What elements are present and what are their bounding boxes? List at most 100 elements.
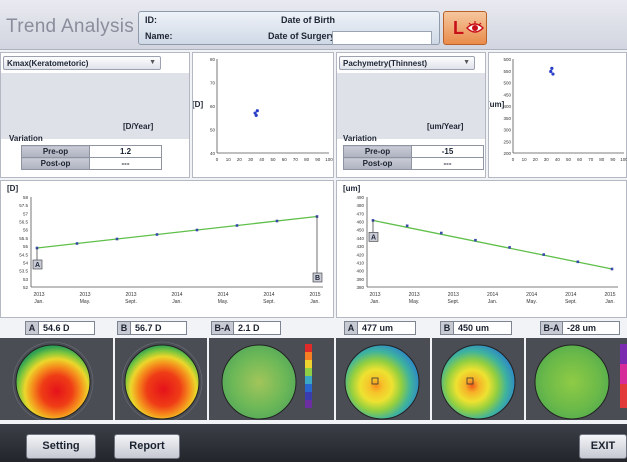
- axis-unit-label: [D]: [7, 184, 18, 193]
- row-value: ---: [89, 157, 162, 170]
- x-tick-year: 2014: [565, 292, 576, 298]
- table-row: Post-op ---: [21, 157, 162, 170]
- row-value: -15: [411, 145, 484, 158]
- chevron-down-icon: ▼: [149, 59, 156, 66]
- value-tag: A: [345, 322, 358, 334]
- scatter-point: [255, 109, 259, 113]
- y-tick-label: 550: [503, 69, 511, 74]
- y-tick-label: 480: [356, 203, 364, 208]
- y-tick-label: 50: [210, 128, 216, 133]
- marker-a-box: [368, 232, 379, 242]
- x-tick-label: 10: [522, 157, 528, 162]
- footer-bar: [0, 424, 627, 462]
- kmax-scatter-panel: [D] 80 70 60 50 40 0 10 20 30 40 50 60 70 80 90 100: [192, 52, 334, 178]
- kmax-difference-map[interactable]: [209, 338, 334, 420]
- report-button[interactable]: Report: [114, 434, 180, 459]
- y-tick-label: 400: [503, 104, 511, 109]
- x-tick-label: 90: [315, 157, 321, 162]
- axis-unit-label: [um]: [489, 100, 505, 109]
- row-label: Post-op: [343, 157, 412, 170]
- dropdown-label-right: Pachymetry(Thinnest): [343, 59, 428, 68]
- pachymetry-map-a[interactable]: [336, 338, 430, 420]
- data-point: [405, 224, 409, 228]
- pachymetry-difference-map[interactable]: [526, 338, 627, 420]
- value-text: 2.1 D: [238, 323, 260, 333]
- variation-table-right: Pre-op -15 Post-op ---: [343, 145, 484, 170]
- x-tick-label: 50: [270, 157, 276, 162]
- x-tick-year: 2014: [526, 292, 537, 298]
- y-tick-label: 350: [503, 116, 511, 121]
- x-tick-month: May.: [409, 299, 419, 305]
- x-tick-year: 2013: [369, 292, 380, 298]
- setting-button[interactable]: Setting: [26, 434, 96, 459]
- x-tick-month: Sept.: [565, 299, 577, 305]
- x-tick-year: 2013: [409, 292, 420, 298]
- kmax-trend-chart: [D] 58 57.5 57 56.5 56 55.5 55 54.5 54 53.5 53 52 201…: [7, 184, 323, 305]
- kmax-map-b[interactable]: [115, 338, 207, 420]
- parameter-dropdown-right[interactable]: Pachymetry(Thinnest) ▼: [339, 56, 475, 70]
- x-tick-month: May.: [80, 299, 90, 305]
- data-point: [35, 246, 39, 250]
- x-tick-label: 50: [566, 157, 572, 162]
- y-tick-label: 60: [210, 104, 216, 109]
- x-tick-label: 100: [325, 157, 333, 162]
- x-tick-year: 2014: [217, 292, 228, 298]
- y-tick-label: 380: [356, 285, 364, 290]
- trend-line: [372, 219, 613, 270]
- x-tick-year: 2013: [448, 292, 459, 298]
- x-tick-month: May.: [526, 299, 536, 305]
- date-of-surgery-field[interactable]: [332, 31, 432, 45]
- x-tick-year: 2014: [263, 292, 274, 298]
- parameter-dropdown-left[interactable]: Kmax(Keratometoric) ▼: [3, 56, 161, 70]
- marker-b-box: [312, 272, 323, 283]
- data-point: [610, 267, 614, 271]
- marker-b-label: B: [315, 275, 320, 282]
- data-point: [474, 238, 477, 242]
- x-tick-year: 2013: [79, 292, 90, 298]
- chevron-down-icon: ▼: [463, 59, 470, 66]
- pachy-diff-value: B-A -28 um: [540, 321, 620, 335]
- exit-button[interactable]: EXIT: [579, 434, 627, 459]
- value-text: 54.6 D: [43, 323, 70, 333]
- data-point: [195, 228, 199, 232]
- axis-unit-label: [um]: [343, 184, 361, 193]
- trend-line: [36, 215, 318, 249]
- y-tick-label: 430: [356, 244, 364, 249]
- variation-title-left: Variation: [9, 134, 43, 143]
- y-tick-label: 420: [356, 252, 364, 257]
- y-tick-label: 390: [356, 277, 364, 282]
- kmax-diff-value: B-A 2.1 D: [211, 321, 281, 335]
- x-tick-label: 60: [282, 157, 288, 162]
- kmax-map-a[interactable]: [0, 338, 113, 420]
- x-tick-label: 70: [588, 157, 594, 162]
- x-tick-month: Jan.: [172, 299, 181, 305]
- x-tick-year: 2013: [125, 292, 136, 298]
- data-point: [576, 260, 580, 264]
- x-tick-month: Jan.: [605, 299, 614, 305]
- pachymetry-map-b[interactable]: [432, 338, 524, 420]
- x-tick-year: 2013: [33, 292, 44, 298]
- row-label: Post-op: [21, 157, 90, 170]
- x-tick-year: 2014: [487, 292, 498, 298]
- x-tick-label: 80: [304, 157, 310, 162]
- x-tick-month: Jan.: [488, 299, 497, 305]
- x-tick-month: May.: [218, 299, 228, 305]
- axis-unit-label: [D]: [193, 100, 203, 109]
- y-tick-label: 70: [210, 81, 216, 86]
- marker-a-label: A: [35, 262, 40, 269]
- info-area-left: [1, 73, 189, 139]
- y-tick-label: 56.5: [19, 220, 28, 225]
- value-text: 56.7 D: [135, 323, 162, 333]
- variation-table-left: Pre-op 1.2 Post-op ---: [21, 145, 162, 170]
- data-point: [75, 242, 79, 245]
- y-tick-label: 40: [210, 151, 216, 156]
- y-tick-label: 52: [23, 285, 29, 290]
- y-tick-label: 56: [23, 228, 29, 233]
- x-tick-month: Jan.: [310, 299, 319, 305]
- scatter-point: [550, 66, 554, 70]
- value-tag: B: [441, 322, 454, 334]
- y-tick-label: 80: [210, 57, 216, 62]
- eye-select-button[interactable]: L: [443, 11, 487, 45]
